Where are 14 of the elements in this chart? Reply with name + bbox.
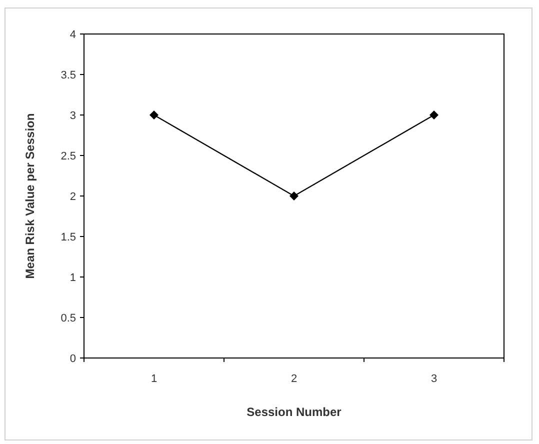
y-tick-label: 0.5 — [60, 312, 76, 324]
y-tick-label: 4 — [70, 28, 76, 41]
y-axis-title: Mean Risk Value per Session — [23, 113, 37, 279]
y-tick-label: 2.5 — [60, 150, 76, 162]
y-tick-label: 2 — [70, 190, 76, 203]
x-tick-label: 1 — [150, 373, 158, 385]
y-tick-label: 1.5 — [60, 231, 76, 244]
x-tick-label: 3 — [430, 373, 438, 385]
y-tick-label: 3.5 — [60, 69, 76, 82]
y-tick-label: 0 — [70, 352, 76, 365]
y-tick-label: 1 — [70, 272, 76, 284]
x-axis-title: Session Number — [246, 405, 342, 419]
x-tick-label: 2 — [290, 373, 298, 385]
y-tick-label: 3 — [70, 110, 76, 122]
